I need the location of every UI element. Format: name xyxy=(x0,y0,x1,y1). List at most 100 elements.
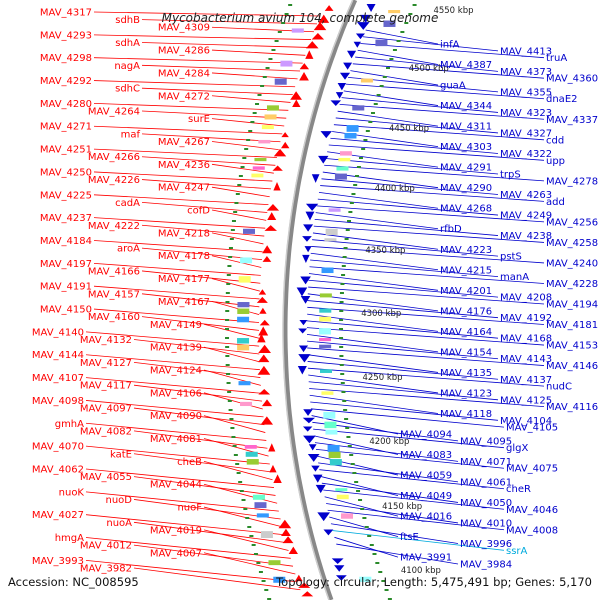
label-connector xyxy=(93,102,289,111)
reverse-gene-arrow xyxy=(357,22,370,30)
inner-tick xyxy=(339,310,344,312)
label-connector xyxy=(93,57,303,64)
cog-block-inner xyxy=(324,421,337,429)
gene-label-right: MAV_4176 xyxy=(440,306,492,317)
label-connector xyxy=(85,559,298,583)
cog-block-inner xyxy=(335,488,348,492)
gene-label-right: MAV_4228 xyxy=(546,279,598,290)
label-connector xyxy=(211,118,285,127)
inner-tick xyxy=(339,346,344,348)
outer-tick xyxy=(257,94,262,96)
inner-tick xyxy=(376,94,381,96)
gene-label-right: MAV_4256 xyxy=(546,217,598,228)
label-connector xyxy=(93,262,261,276)
reverse-gene-arrow xyxy=(303,409,313,416)
cog-block-inner xyxy=(325,228,338,236)
cog-block-inner xyxy=(388,10,401,14)
gene-label-right: MAV_4323 xyxy=(500,108,552,119)
outer-tick xyxy=(237,184,242,186)
gene-label-left: MAV_4272 xyxy=(158,91,210,102)
label-connector xyxy=(307,361,499,380)
cog-block-outer xyxy=(244,445,257,449)
outer-tick xyxy=(226,373,231,375)
label-connector xyxy=(203,438,269,457)
outer-tick xyxy=(225,301,230,303)
gene-label-left: nuoK xyxy=(59,487,85,498)
reverse-gene-arrow xyxy=(339,72,351,80)
gene-label-left: sdhC xyxy=(115,84,140,95)
gene-label-right: add xyxy=(546,197,565,208)
outer-tick xyxy=(236,472,241,474)
reverse-gene-arrow xyxy=(343,62,353,70)
outer-tick xyxy=(225,337,230,339)
label-connector xyxy=(203,460,273,481)
reverse-gene-arrow xyxy=(323,529,334,536)
forward-gene-arrow xyxy=(269,464,277,473)
inner-tick xyxy=(349,454,354,456)
gene-label-right: MAV_4373 xyxy=(500,67,552,78)
label-connector xyxy=(211,72,298,80)
outer-tick xyxy=(230,229,235,231)
gene-label-left: MAV_4098 xyxy=(32,396,84,407)
cog-block-outer xyxy=(237,344,250,351)
forward-gene-arrow xyxy=(273,148,287,157)
gene-label-left: MAV_4107 xyxy=(32,373,84,384)
inner-tick xyxy=(345,427,350,429)
inner-tick xyxy=(361,148,366,150)
outer-tick xyxy=(229,238,234,240)
gene-label-right: MAV_4263 xyxy=(500,190,552,201)
cog-block-inner xyxy=(321,267,334,274)
gene-label-right: MAV_4413 xyxy=(500,46,552,57)
inner-tick xyxy=(342,400,347,402)
forward-gene-arrow xyxy=(264,225,277,231)
reverse-gene-arrow xyxy=(347,50,357,59)
label-connector xyxy=(133,499,281,520)
label-connector xyxy=(307,340,499,360)
gene-label-right: ftsE xyxy=(400,532,419,543)
outer-tick xyxy=(232,445,237,447)
label-connector xyxy=(85,377,262,394)
gene-label-left: MAV_4027 xyxy=(32,510,84,521)
label-connector xyxy=(141,110,287,119)
label-connector xyxy=(309,388,545,408)
forward-gene-arrow xyxy=(278,519,292,529)
outer-tick xyxy=(225,319,230,321)
label-connector xyxy=(307,354,439,373)
reverse-gene-arrow xyxy=(318,155,329,164)
outer-tick xyxy=(228,256,233,258)
outer-tick xyxy=(260,85,265,87)
reverse-gene-arrow xyxy=(315,484,326,494)
forward-gene-arrow xyxy=(292,99,301,107)
outer-tick xyxy=(230,427,235,429)
cog-block-outer xyxy=(254,502,267,509)
gene-label-left: MAV_4082 xyxy=(80,426,132,437)
label-connector xyxy=(211,209,267,221)
cog-block-inner xyxy=(334,173,347,180)
outer-tick xyxy=(249,535,254,537)
label-connector xyxy=(141,224,265,237)
label-connector xyxy=(141,156,276,166)
inner-tick xyxy=(375,562,380,564)
inner-tick xyxy=(341,391,346,393)
gene-label-left: MAV_4218 xyxy=(158,228,210,239)
topology-text: Topology: circular; Length: 5,475,491 bp… xyxy=(275,575,592,589)
inner-tick xyxy=(396,40,401,42)
gene-label-left: MAV_4222 xyxy=(88,221,140,232)
gene-label-left: maf xyxy=(121,129,141,140)
inner-tick xyxy=(339,292,344,294)
gene-label-left: MAV_4280 xyxy=(40,99,92,110)
gene-label-left: MAV_4044 xyxy=(150,480,202,491)
forward-gene-arrow xyxy=(281,528,291,537)
label-connector xyxy=(343,90,439,106)
label-connector xyxy=(321,482,459,503)
gene-label-left: cadA xyxy=(115,198,140,209)
gene-label-right: truA xyxy=(546,53,567,64)
inner-tick xyxy=(381,580,386,582)
label-connector xyxy=(360,43,545,59)
label-connector xyxy=(211,232,264,245)
cog-block-outer xyxy=(238,381,251,386)
reverse-gene-arrow xyxy=(330,100,342,106)
label-connector xyxy=(315,212,439,230)
forward-gene-arrow xyxy=(256,296,268,303)
label-connector xyxy=(93,34,312,40)
